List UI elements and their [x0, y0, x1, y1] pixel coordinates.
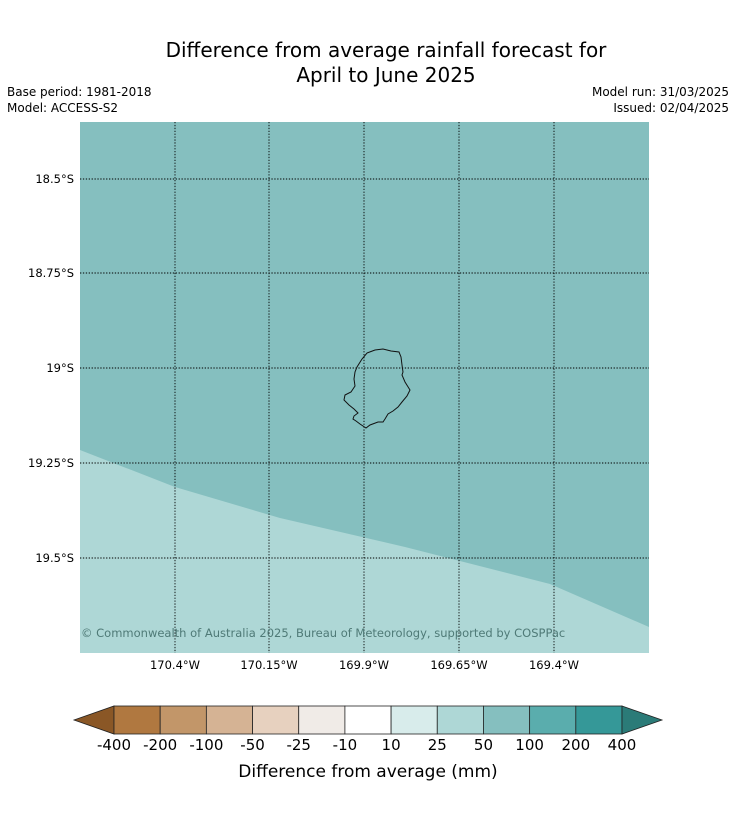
map-title: Difference from average rainfall forecas… — [0, 38, 736, 88]
colorbar-segment — [298, 705, 346, 735]
copyright-notice: © Commonwealth of Australia 2025, Bureau… — [81, 626, 565, 640]
colorbar-tick-label: -400 — [96, 736, 132, 754]
lon-label-170-15: 170.15°W — [240, 658, 298, 672]
colorbar-tick-label: 25 — [427, 736, 447, 754]
colorbar-title: Difference from average (mm) — [238, 762, 498, 782]
colorbar-tick-label: -200 — [143, 736, 178, 754]
base-period: Base period: 1981-2018 — [7, 85, 152, 99]
metadata-left: Base period: 1981-2018 Model: ACCESS-S2 — [7, 84, 152, 116]
map-panel: © Commonwealth of Australia 2025, Bureau… — [80, 122, 649, 653]
lon-label-170-4: 170.4°W — [149, 658, 201, 672]
lon-label-169-65: 169.65°W — [430, 658, 488, 672]
colorbar-tick-label: 50 — [473, 736, 493, 754]
model-run: Model run: 31/03/2025 — [591, 85, 729, 99]
lat-label-19-5: 19.5°S — [35, 551, 74, 565]
issued-date: Issued: 02/04/2025 — [613, 101, 729, 115]
colorbar-segment — [159, 705, 207, 735]
lat-label-18-5: 18.5°S — [35, 172, 74, 186]
colorbar-tick-label: 100 — [515, 736, 544, 754]
graticule — [80, 122, 649, 653]
colorbar-segment — [252, 705, 300, 735]
metadata-right: Model run: 31/03/2025 Issued: 02/04/2025 — [592, 84, 729, 116]
colorbar-tick-label: -100 — [189, 736, 224, 754]
colorbar-segment — [113, 705, 161, 735]
colorbar-tick-label: -50 — [240, 736, 265, 754]
colorbar-segment — [436, 705, 484, 735]
colorbar-segment — [390, 705, 438, 735]
colorbar-tick-label: 400 — [607, 736, 637, 754]
lat-label-19-25: 19.25°S — [28, 456, 74, 470]
model-name: Model: ACCESS-S2 — [7, 101, 119, 115]
colorbar-segment — [529, 705, 577, 735]
colorbar-segment — [575, 705, 623, 735]
title-line-2: April to June 2025 — [296, 63, 476, 87]
colorbar — [72, 705, 664, 735]
forecast-region-lower — [80, 450, 649, 653]
colorbar-segment — [483, 705, 531, 735]
lon-label-169-9: 169.9°W — [338, 658, 390, 672]
colorbar-extend-low — [72, 705, 115, 735]
title-line-1: Difference from average rainfall forecas… — [165, 38, 607, 62]
lon-label-169-4: 169.4°W — [528, 658, 580, 672]
colorbar-tick-label: 200 — [561, 736, 591, 754]
lat-label-19: 19°S — [46, 361, 74, 375]
colorbar-tick-label: -25 — [286, 736, 311, 754]
colorbar-tick-label: 10 — [381, 736, 401, 754]
colorbar-tick-label: -10 — [332, 736, 358, 754]
colorbar-extend-high — [621, 705, 664, 735]
colorbar-segment — [205, 705, 253, 735]
lat-label-18-75: 18.75°S — [28, 266, 74, 280]
colorbar-segment — [344, 705, 392, 735]
island-coastline — [343, 348, 411, 429]
